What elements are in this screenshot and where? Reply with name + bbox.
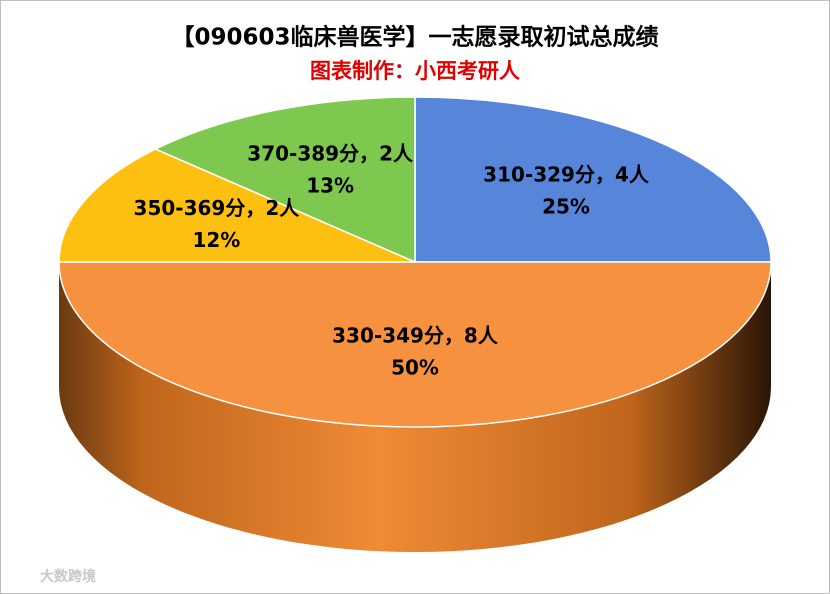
chart-subtitle: 图表制作：小西考研人 xyxy=(310,59,520,83)
chart-title: 【090603临床兽医学】一志愿录取初试总成绩 xyxy=(171,24,658,51)
slice-label: 310-329分，4人 xyxy=(483,162,650,186)
slice-value-label: 13% xyxy=(306,174,354,198)
pie-slice xyxy=(58,148,416,263)
slice-value-label: 50% xyxy=(391,355,439,379)
slice-label: 330-349分，8人 xyxy=(332,323,499,347)
pie-slice xyxy=(414,96,772,263)
pie-slice xyxy=(153,96,416,264)
watermark: 大数跨境 xyxy=(40,568,96,585)
pie-side xyxy=(59,262,771,552)
pie-slice xyxy=(58,261,772,428)
slice-value-label: 25% xyxy=(542,194,590,218)
slice-value-label: 12% xyxy=(192,228,240,252)
slice-label: 370-389分，2人 xyxy=(247,142,414,166)
slice-label: 350-369分，2人 xyxy=(134,196,301,220)
